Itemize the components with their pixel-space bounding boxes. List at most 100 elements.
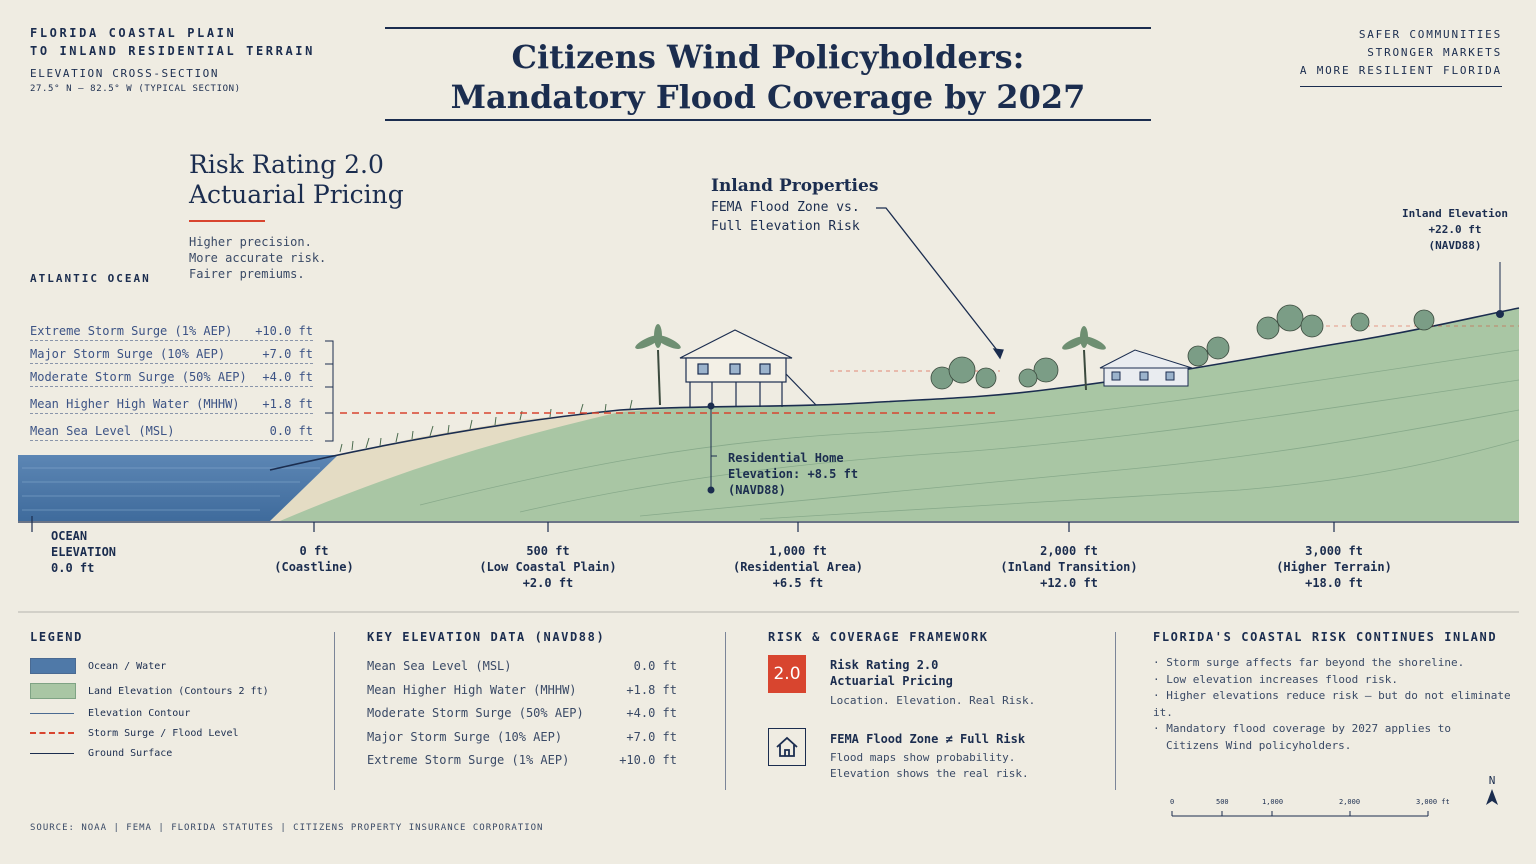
section-title-line2: TO INLAND RESIDENTIAL TERRAIN [30,44,315,58]
legend-item: Ground Surface [30,748,320,759]
axis-label-line: ELEVATION [51,545,117,559]
legend-item-label: Elevation Contour [88,708,191,719]
panel-divider [1115,632,1116,790]
surge-level-row: Mean Sea Level (MSL) 0.0 ft [30,424,313,441]
key-data-value: +1.8 ft [626,682,677,697]
bullet-continuation: Citizens Wind policyholders. [1166,738,1352,752]
key-data-value: +4.0 ft [626,706,677,720]
key-data-label: Major Storm Surge (10% AEP) [367,729,563,744]
legend-item: Land Elevation (Contours 2 ft) [30,683,320,699]
axis-label-line: +6.5 ft [772,576,824,590]
section-title-line1: FLORIDA COASTAL PLAIN [30,26,237,40]
home-elevation-value: Elevation: +8.5 ft [728,467,859,481]
ground-surface-line [269,307,1520,471]
axis-label-line: 3,000 ft [1305,544,1363,558]
key-data-row: Mean Higher High Water (MHHW) +1.8 ft [367,683,677,707]
house-icon [768,728,806,766]
framework-heading: RISK & COVERAGE FRAMEWORK [768,630,989,644]
surge-level-label: Moderate Storm Surge (50% AEP) [30,370,247,384]
framework-item-2: FEMA Flood Zone ≠ Full Risk Flood maps s… [830,731,1029,782]
risk-rating-title: Risk Rating 2.0 [189,150,384,179]
framework-item-title: FEMA Flood Zone ≠ Full Risk [830,732,1026,746]
ground-swatch [30,752,74,754]
axis-label-line: (Coastline) [274,560,354,574]
framework-item-title: Actuarial Pricing [830,674,953,688]
scale-tick-label: 500 [1216,798,1229,806]
scale-bar: 0 500 1,000 2,000 3,000 ft [1166,794,1456,824]
page-title-line1: Citizens Wind Policyholders: [511,38,1025,76]
axis-label-ocean: OCEAN ELEVATION 0.0 ft [51,528,116,576]
surge-scale-bracket [325,340,334,442]
legend-item-label: Storm Surge / Flood Level [88,728,239,739]
north-arrow: N [1484,774,1500,811]
home-elevation-label: Residential Home Elevation: +8.5 ft (NAV… [728,450,858,498]
key-data-row: Extreme Storm Surge (1% AEP) +10.0 ft [367,753,677,777]
key-data-value: +10.0 ft [619,753,677,767]
section-subtitle: ELEVATION CROSS-SECTION [30,67,220,80]
north-arrow-icon [1486,789,1498,805]
tagline-2: STRONGER MARKETS [1367,46,1502,59]
axis-label-line: +12.0 ft [1040,576,1098,590]
axis-label-500: 500 ft (Low Coastal Plain) +2.0 ft [473,543,623,591]
inland-elevation-label: Inland Elevation +22.0 ft (NAVD88) [1400,206,1510,254]
inland-risk-panel: FLORIDA'S COASTAL RISK CONTINUES INLAND … [1153,630,1523,754]
surge-level-row: Mean Higher High Water (MHHW) +1.8 ft [30,397,313,414]
axis-label-line: +2.0 ft [522,576,574,590]
surge-level-value: +10.0 ft [255,324,313,338]
key-elevation-panel: KEY ELEVATION DATA (NAVD88) Mean Sea Lev… [367,630,677,777]
bullet-item: · Low elevation increases flood risk. [1153,672,1399,686]
inland-elevation-marker [1496,262,1504,318]
tagline-block: SAFER COMMUNITIES STRONGER MARKETS A MOR… [1299,26,1502,87]
land-swatch [30,683,76,699]
inland-elevation-value: +22.0 ft [1428,223,1482,236]
bullet-item: · Storm surge affects far beyond the sho… [1153,656,1465,669]
bullet-text: Storm surge affects far beyond the shore… [1166,656,1465,669]
callout-line: Full Elevation Risk [711,219,860,234]
surge-level-row: Major Storm Surge (10% AEP) +7.0 ft [30,347,313,364]
framework-item-body: Flood maps show probability. [830,751,1016,764]
surge-level-label: Extreme Storm Surge (1% AEP) [30,324,233,338]
panel-divider [334,632,335,790]
scale-bar-line [1171,811,1429,817]
inland-house-icon [1099,349,1193,387]
framework-item-body: Elevation shows the real risk. [830,767,1029,780]
surge-level-label: Major Storm Surge (10% AEP) [30,347,226,361]
surge-level-value: +4.0 ft [262,370,313,384]
framework-item-title: Risk Rating 2.0 [830,658,939,672]
callout-line: FEMA Flood Zone vs. [711,200,860,215]
home-elevation-marker [707,402,717,494]
key-data-label: Extreme Storm Surge (1% AEP) [367,753,570,767]
legend-item: Ocean / Water [30,658,320,674]
scale-tick-label: 0 [1170,798,1175,806]
axis-label-3000: 3,000 ft (Higher Terrain) +18.0 ft [1264,543,1404,591]
key-data-heading: KEY ELEVATION DATA (NAVD88) [367,630,606,644]
key-data-row: Major Storm Surge (10% AEP) +7.0 ft [367,730,677,754]
palm-tree-icon [635,324,681,406]
scale-tick-label: 3,000 ft [1416,798,1450,806]
bullet-item: · Mandatory flood coverage by 2027 appli… [1153,722,1452,735]
framework-item-1: Risk Rating 2.0 Actuarial Pricing Locati… [830,657,1035,709]
key-data-label: Mean Higher High Water (MHHW) [367,682,577,697]
surge-level-row: Moderate Storm Surge (50% AEP) +4.0 ft [30,370,313,387]
section-label: FLORIDA COASTAL PLAIN TO INLAND RESIDENT… [30,26,315,94]
key-data-value: +7.0 ft [626,729,677,744]
key-data-row: Moderate Storm Surge (50% AEP) +4.0 ft [367,706,677,730]
axis-label-line: 0.0 ft [51,561,95,575]
surge-level-value: +1.8 ft [262,397,313,411]
surge-level-label: Mean Sea Level (MSL) [30,424,175,438]
risk-rating-line: Higher precision. [189,235,312,249]
axis-label-line: OCEAN [51,529,88,543]
surge-level-value: 0.0 ft [269,424,313,438]
land-mass [280,308,1519,521]
callout-arrow [876,207,1004,360]
axis-label-line: (Inland Transition) [1000,560,1138,574]
page-title-line2: Mandatory Flood Coverage by 2027 [450,78,1086,116]
legend-panel: LEGEND Ocean / Water Land Elevation (Con… [30,630,320,759]
axis-label-line: +18.0 ft [1305,576,1363,590]
accent-rule [189,220,265,222]
tagline-3: A MORE RESILIENT FLORIDA [1299,64,1502,77]
legend-item-label: Ocean / Water [88,661,167,672]
key-data-row: Mean Sea Level (MSL) 0.0 ft [367,659,677,683]
tree-cluster [1187,304,1435,367]
home-elevation-datum: (NAVD88) [728,483,786,497]
